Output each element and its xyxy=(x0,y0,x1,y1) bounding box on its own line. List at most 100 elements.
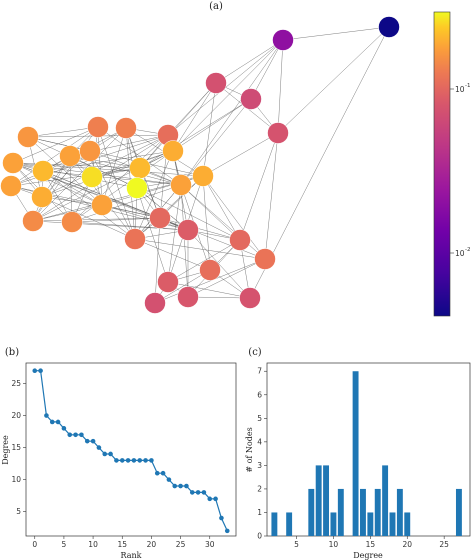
rank-point xyxy=(131,458,137,463)
histogram-plot-frame xyxy=(266,362,471,537)
network-edge xyxy=(134,238,211,271)
network-node xyxy=(126,177,148,199)
network-edge xyxy=(69,155,138,189)
network-edge xyxy=(172,82,217,152)
rank-point xyxy=(224,528,230,534)
histogram-axis-ticks: 5 10 15 20 25 0 1 2 3 4 5 6 7 xyxy=(257,367,449,549)
network-node xyxy=(31,186,53,208)
rank-point xyxy=(154,470,160,476)
network-edge xyxy=(41,196,136,240)
histogram-y-tick-label: 3 xyxy=(257,461,262,470)
rank-point xyxy=(38,368,43,373)
colorbar-tick-1-base: 10 xyxy=(455,85,465,94)
network-edge xyxy=(202,175,211,271)
colorbar-gradient xyxy=(433,11,451,317)
network-edge xyxy=(89,150,136,240)
network-node xyxy=(32,160,54,182)
network-edge xyxy=(71,150,174,223)
rank-series xyxy=(32,368,230,534)
histogram-x-tick-label: 10 xyxy=(329,540,339,549)
rank-y-tick-label: 15 xyxy=(11,443,21,452)
rank-x-tick-label: 20 xyxy=(147,540,157,549)
rank-point xyxy=(166,477,172,482)
histogram-bar xyxy=(286,512,293,536)
network-edge xyxy=(154,217,161,304)
rank-y-tick-label: 20 xyxy=(11,411,21,420)
rank-x-tick-label: 0 xyxy=(32,540,37,549)
rank-y-tick-label: 5 xyxy=(16,507,21,516)
network-node xyxy=(177,286,199,308)
network-node xyxy=(59,145,81,167)
network-node xyxy=(124,228,146,250)
histogram-bar xyxy=(330,512,337,536)
network-edge xyxy=(187,258,266,298)
network-edge xyxy=(42,170,103,206)
network-edge xyxy=(172,39,284,152)
network-edge xyxy=(282,26,390,41)
histogram-bar xyxy=(404,512,411,536)
network-panel: (a) xyxy=(0,1,400,314)
network-edge xyxy=(10,167,141,187)
network-edge xyxy=(172,98,252,152)
network-node xyxy=(17,126,39,148)
network-edge xyxy=(180,184,266,260)
network-node xyxy=(177,219,199,241)
histogram-bar xyxy=(396,488,403,536)
rank-panel: (b) 0 5 10 15 20 25 30 5 10 15 20 25 Rank Degree xyxy=(1,347,237,560)
histogram-bar xyxy=(271,512,278,536)
network-node xyxy=(81,166,103,188)
histogram-y-tick-label: 4 xyxy=(257,437,262,446)
network-edge xyxy=(42,150,174,172)
network-edge xyxy=(136,187,169,283)
rank-axis-ticks: 0 5 10 15 20 25 30 5 10 15 20 25 xyxy=(11,379,214,549)
histogram-bar xyxy=(315,465,322,536)
network-node xyxy=(91,194,113,216)
network-edge xyxy=(154,258,266,304)
network-edge xyxy=(202,82,217,177)
histogram-x-tick-label: 15 xyxy=(366,540,376,549)
network-edge xyxy=(42,170,136,240)
histogram-y-tick-label: 5 xyxy=(257,414,262,423)
network-node xyxy=(22,210,44,232)
network-node xyxy=(239,287,261,309)
network-node xyxy=(87,116,109,138)
network-edge xyxy=(71,134,169,223)
colorbar: 10 -1 10 -2 xyxy=(433,11,470,317)
network-node xyxy=(240,88,262,110)
colorbar-tick-2-exp: -2 xyxy=(465,247,470,253)
rank-plot-frame xyxy=(25,362,237,537)
network-edge xyxy=(277,26,390,134)
network-node xyxy=(267,122,289,144)
network-edge xyxy=(134,238,266,260)
histogram-bar xyxy=(323,465,330,536)
rank-point xyxy=(79,432,84,438)
histogram-bar xyxy=(352,371,359,536)
network-node xyxy=(192,165,214,187)
histogram-panel: (c) 5 10 15 20 25 0 1 2 3 4 5 6 7 Degree # of Nodes xyxy=(245,347,471,560)
rank-point xyxy=(67,432,73,438)
colorbar-tick-1-exp: -1 xyxy=(465,83,470,89)
rank-point xyxy=(119,458,125,463)
network-edge xyxy=(264,132,279,260)
rank-point xyxy=(84,438,90,444)
network-edge xyxy=(159,217,266,260)
network-edge xyxy=(27,136,103,206)
network-node xyxy=(157,271,179,293)
network-node xyxy=(229,229,251,251)
rank-x-tick-label: 15 xyxy=(117,540,127,549)
network-node xyxy=(199,259,221,281)
network-node xyxy=(162,140,184,162)
network-edge xyxy=(27,136,204,177)
rank-point xyxy=(172,483,178,489)
rank-point xyxy=(178,483,183,489)
rank-point xyxy=(125,458,131,463)
colorbar-tick-2: 10 -2 xyxy=(450,247,470,258)
network-edge xyxy=(187,229,251,299)
network-edge xyxy=(180,184,241,241)
network-edge xyxy=(32,150,174,222)
network-edge xyxy=(180,184,189,298)
rank-point xyxy=(189,490,195,495)
network-edge xyxy=(71,217,161,223)
rank-line xyxy=(34,370,228,532)
rank-point xyxy=(114,458,119,463)
